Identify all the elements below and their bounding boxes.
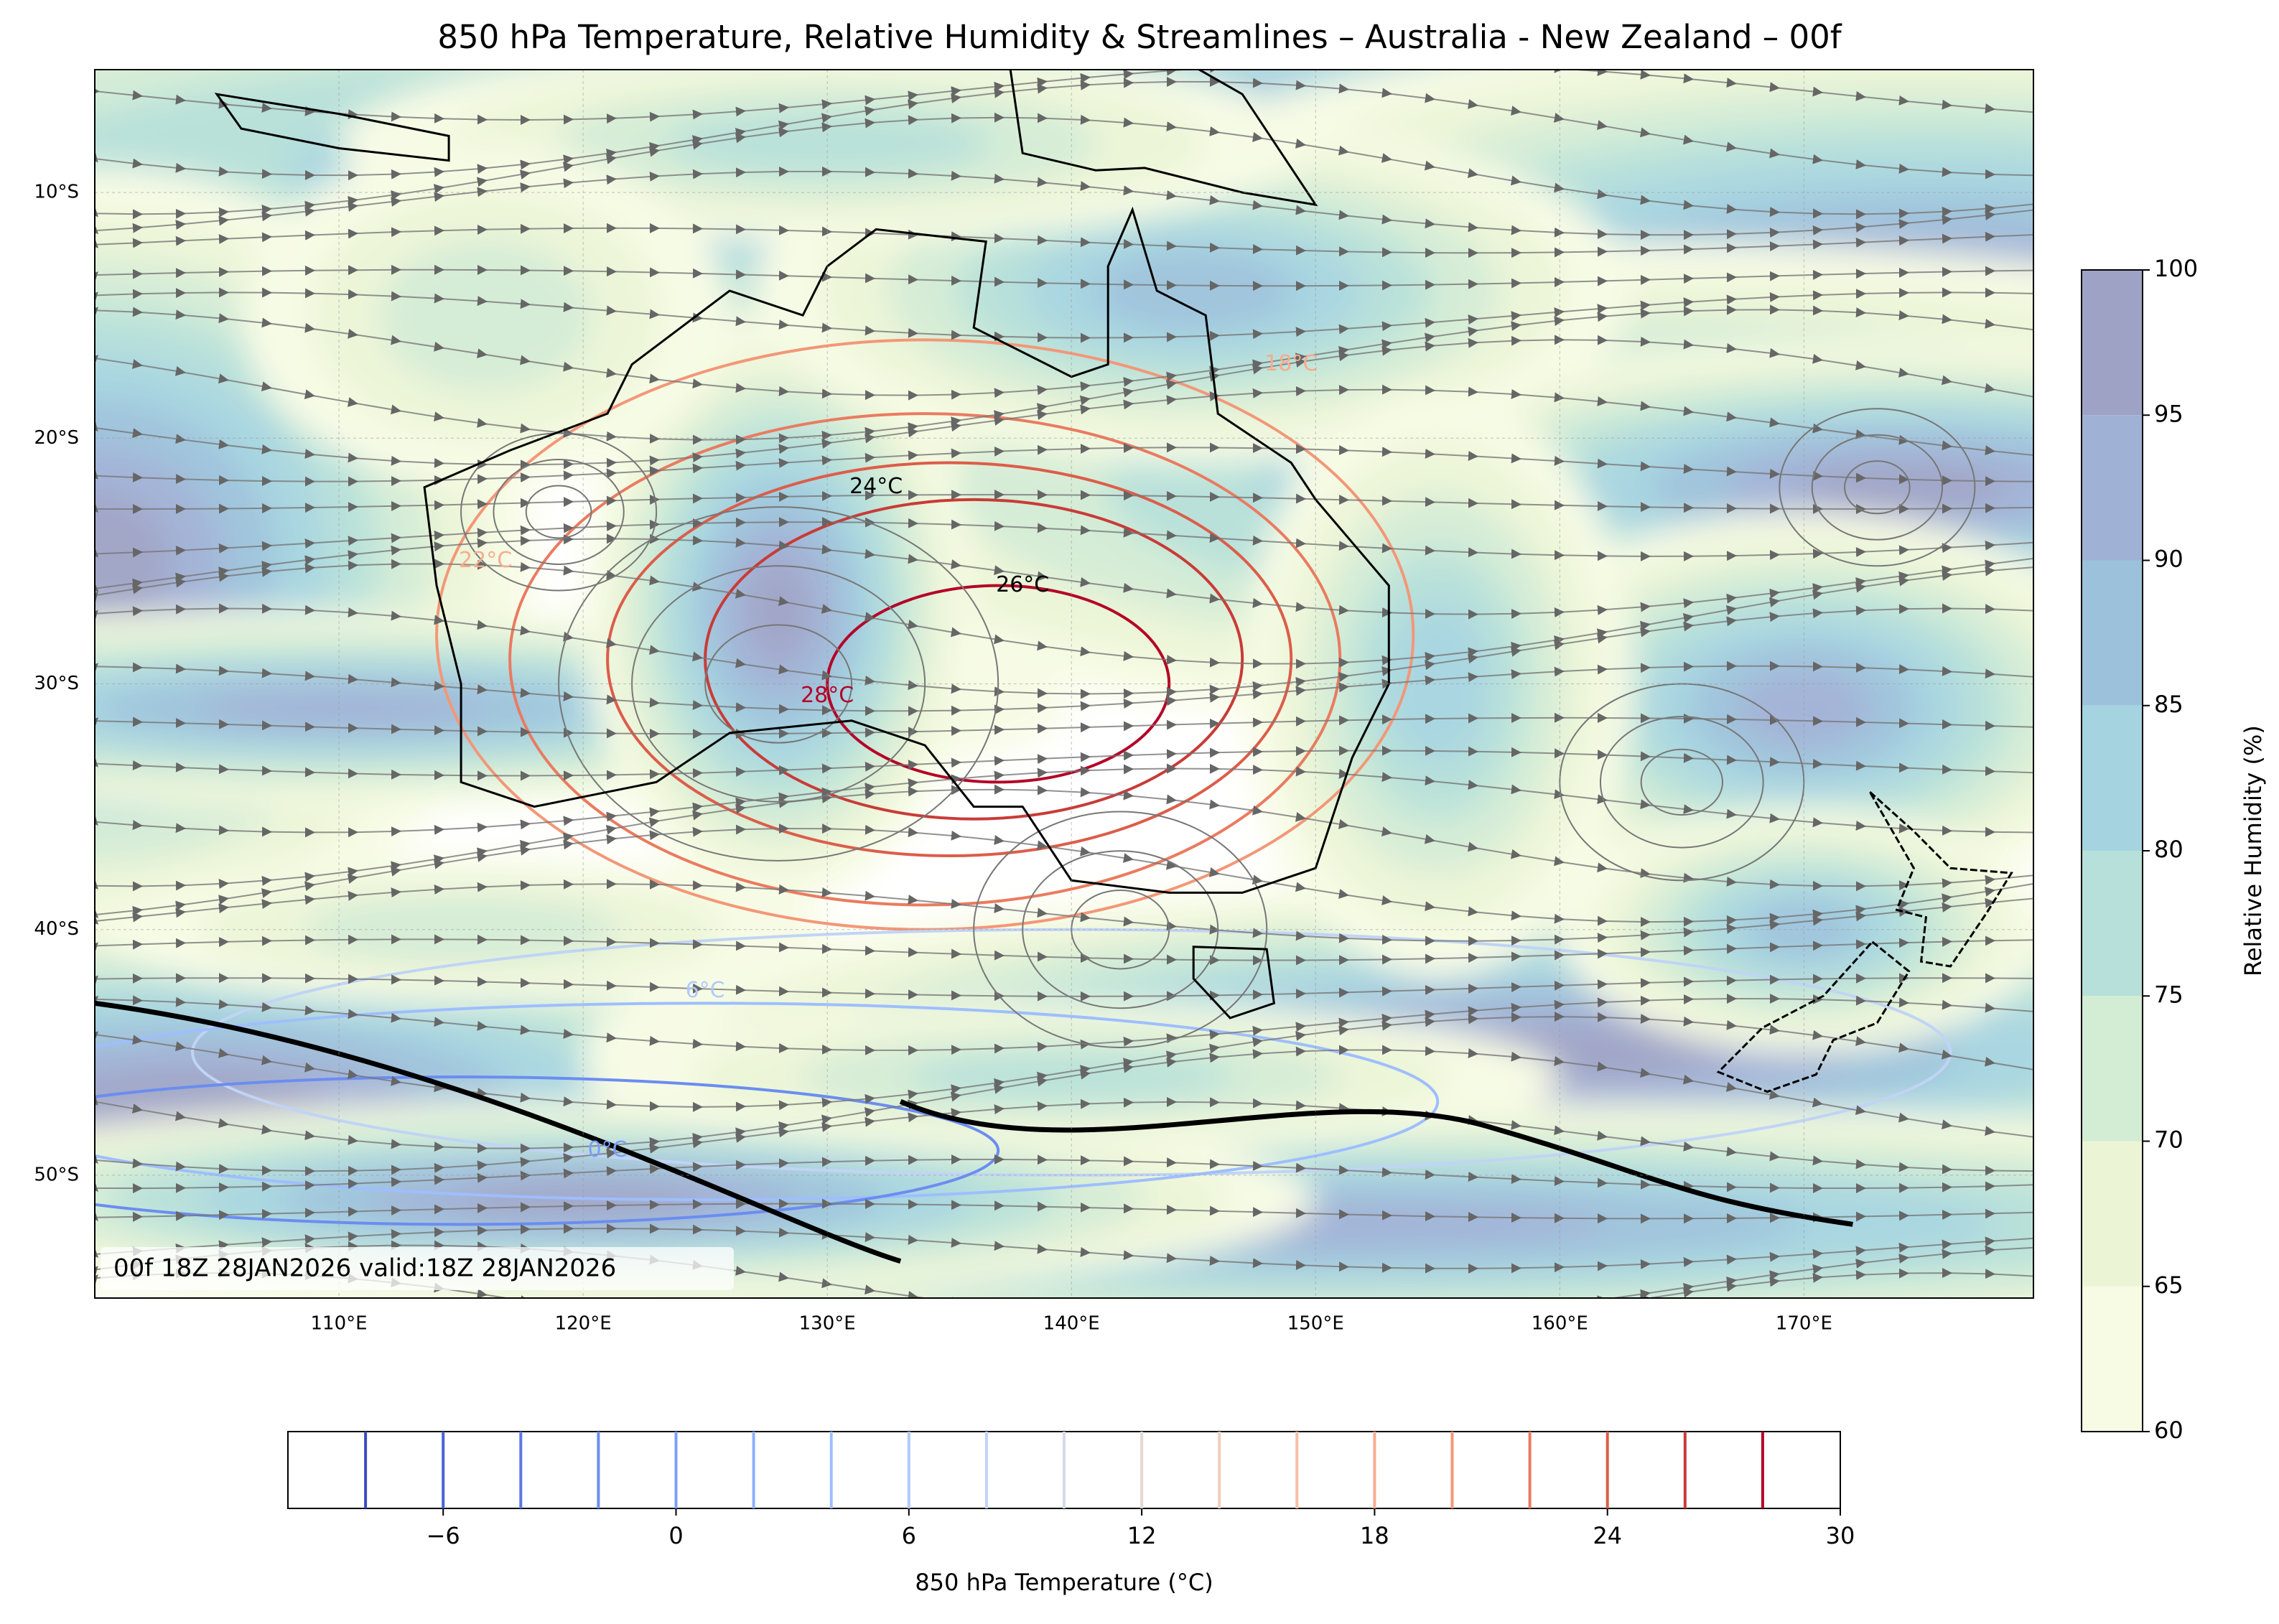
temp-colorbar-tick-label: 30 <box>1826 1522 1855 1549</box>
contour-label: 26°C <box>996 572 1049 597</box>
streamline-eddy <box>1640 748 1724 816</box>
lat-tick-label: 20°S <box>34 427 79 449</box>
rh-colorbar-tick-label: 95 <box>2154 400 2184 427</box>
streamline-eddy <box>525 485 592 539</box>
map: 26°C24°C28°C22°C18°C6°C0°C <box>95 70 2033 1298</box>
rh-colorbar-band <box>2082 415 2143 561</box>
temp-colorbar-tick-label: −6 <box>427 1522 460 1549</box>
freezing-line <box>899 1099 1853 1227</box>
temp-colorbar-tick-label: 0 <box>668 1522 683 1549</box>
coastline-tasmania <box>1192 946 1276 1019</box>
contour-label: 0°C <box>588 1137 628 1162</box>
rh-colorbar-tick-label: 60 <box>2154 1417 2184 1444</box>
lat-tick-label: 30°S <box>34 673 79 694</box>
streamline <box>95 934 2033 966</box>
streamline-eddy <box>493 458 625 565</box>
contour-label: 6°C <box>686 978 725 1003</box>
streamline-eddy <box>1022 850 1219 1009</box>
humidity-area <box>664 111 990 177</box>
rh-colorbar-band <box>2082 705 2143 851</box>
streamline <box>95 879 2033 946</box>
annotation-box <box>101 1247 734 1290</box>
humidity-area <box>1091 251 1295 331</box>
streamline <box>95 264 2033 291</box>
streamline <box>95 489 2033 515</box>
rh-colorbar-band <box>2082 1141 2143 1287</box>
rh-colorbar-label: Relative Humidity (%) <box>2240 725 2267 976</box>
lon-tick-label: 110°E <box>311 1313 368 1335</box>
rh-colorbar-tick-label: 85 <box>2154 691 2184 718</box>
title: 850 hPa Temperature, Relative Humidity &… <box>437 18 1842 56</box>
lon-tick-label: 170°E <box>1776 1313 1832 1335</box>
temp-colorbar-tick-label: 6 <box>902 1522 916 1549</box>
streamline-eddy <box>631 565 926 803</box>
contour-label: 22°C <box>459 548 512 573</box>
rh-colorbar-tick-label: 100 <box>2154 255 2198 282</box>
rh-colorbar-tick-label: 75 <box>2154 981 2184 1008</box>
humidity-area <box>381 241 590 389</box>
coastline-nz-south <box>1716 940 1911 1093</box>
contour-label: 24°C <box>849 474 903 499</box>
streamline-eddy <box>460 432 658 592</box>
lat-tick-label: 50°S <box>34 1164 79 1185</box>
coastlines <box>95 70 2013 1264</box>
rh-colorbar-tick-label: 70 <box>2154 1126 2184 1154</box>
temp-colorbar-label: 850 hPa Temperature (°C) <box>915 1569 1213 1596</box>
rh-colorbar-band <box>2082 560 2143 706</box>
temp-colorbar-tick-label: 18 <box>1360 1522 1389 1549</box>
rh-colorbar-band <box>2082 270 2143 416</box>
streamline <box>95 661 2033 717</box>
coastline-nz-north <box>1868 790 2013 968</box>
lon-tick-label: 140°E <box>1043 1313 1100 1335</box>
streamline <box>95 223 2033 258</box>
rh-colorbar-tick-label: 65 <box>2154 1271 2184 1299</box>
streamline-eddy <box>1599 716 1764 849</box>
rh-colorbar-tick-label: 80 <box>2154 836 2184 863</box>
lon-tick-label: 160°E <box>1532 1313 1588 1335</box>
rh-colorbar-band <box>2082 996 2143 1142</box>
streamline-eddy <box>1844 460 1911 515</box>
lon-tick-label: 150°E <box>1287 1313 1344 1335</box>
lat-tick-label: 40°S <box>34 918 79 940</box>
contour-label: 18°C <box>1264 351 1318 376</box>
streamline-eddy <box>1779 408 1976 567</box>
lon-tick-label: 130°E <box>799 1313 856 1335</box>
coastline-indonesia <box>214 93 450 162</box>
lat-tick-label: 10°S <box>34 182 79 203</box>
humidity-area <box>744 558 814 663</box>
streamline <box>95 442 2033 487</box>
streamlines <box>95 70 2033 1298</box>
map-frame <box>94 69 2034 1299</box>
streamline <box>95 1198 2033 1224</box>
temp-colorbar-tick-label: 12 <box>1127 1522 1157 1549</box>
temp-colorbar-tick-label: 24 <box>1593 1522 1622 1549</box>
lon-tick-label: 120°E <box>555 1313 612 1335</box>
rh-colorbar-band <box>2082 851 2143 997</box>
rh-colorbar-band <box>2082 1286 2143 1432</box>
streamline <box>95 1154 2033 1194</box>
rh-colorbar-tick-label: 90 <box>2154 546 2184 573</box>
annotation: 00f 18Z 28JAN2026 valid:18Z 28JAN2026 <box>113 1254 616 1283</box>
streamline-eddy <box>1811 434 1944 541</box>
freezing-line <box>95 1000 902 1264</box>
coastline-new-guinea <box>1005 70 1318 207</box>
